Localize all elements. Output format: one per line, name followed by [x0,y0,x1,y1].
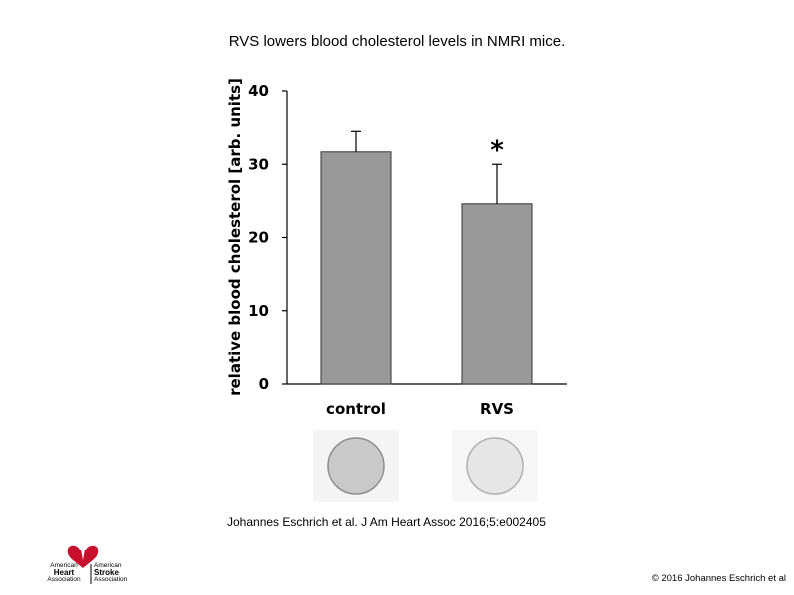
significance-marker: * [490,135,504,165]
logo-right-line1: American [94,562,122,569]
y-axis-label: relative blood cholesterol [arb. units] [226,78,244,396]
logo-left-line1: American [50,562,78,569]
copyright: © 2016 Johannes Eschrich et al [651,573,786,584]
x-category-label: RVS [480,400,514,418]
logo-left-line2: Heart [53,568,75,577]
bar-rvs [461,203,533,385]
x-category-label: control [326,400,386,418]
y-tick-label: 20 [248,229,269,247]
y-tick-label: 30 [248,155,269,173]
rvs-sample-image [452,430,538,502]
logo-right-line3: Association [94,576,128,583]
logo-right-line2: Stroke [94,568,119,577]
bar-control [320,151,392,385]
heart-torch-icon [67,544,99,584]
logo-left-line3: Association [47,576,81,583]
control-sample-image [313,430,399,502]
y-tick-label: 10 [248,302,269,320]
aha-asa-logo: American Heart Association American Stro… [36,540,148,586]
slide-title: RVS lowers blood cholesterol levels in N… [228,33,566,50]
y-tick-label: 40 [248,82,269,100]
citation: Johannes Eschrich et al. J Am Heart Asso… [227,515,546,529]
chart-bars [320,130,533,385]
y-tick-label: 0 [259,375,269,393]
